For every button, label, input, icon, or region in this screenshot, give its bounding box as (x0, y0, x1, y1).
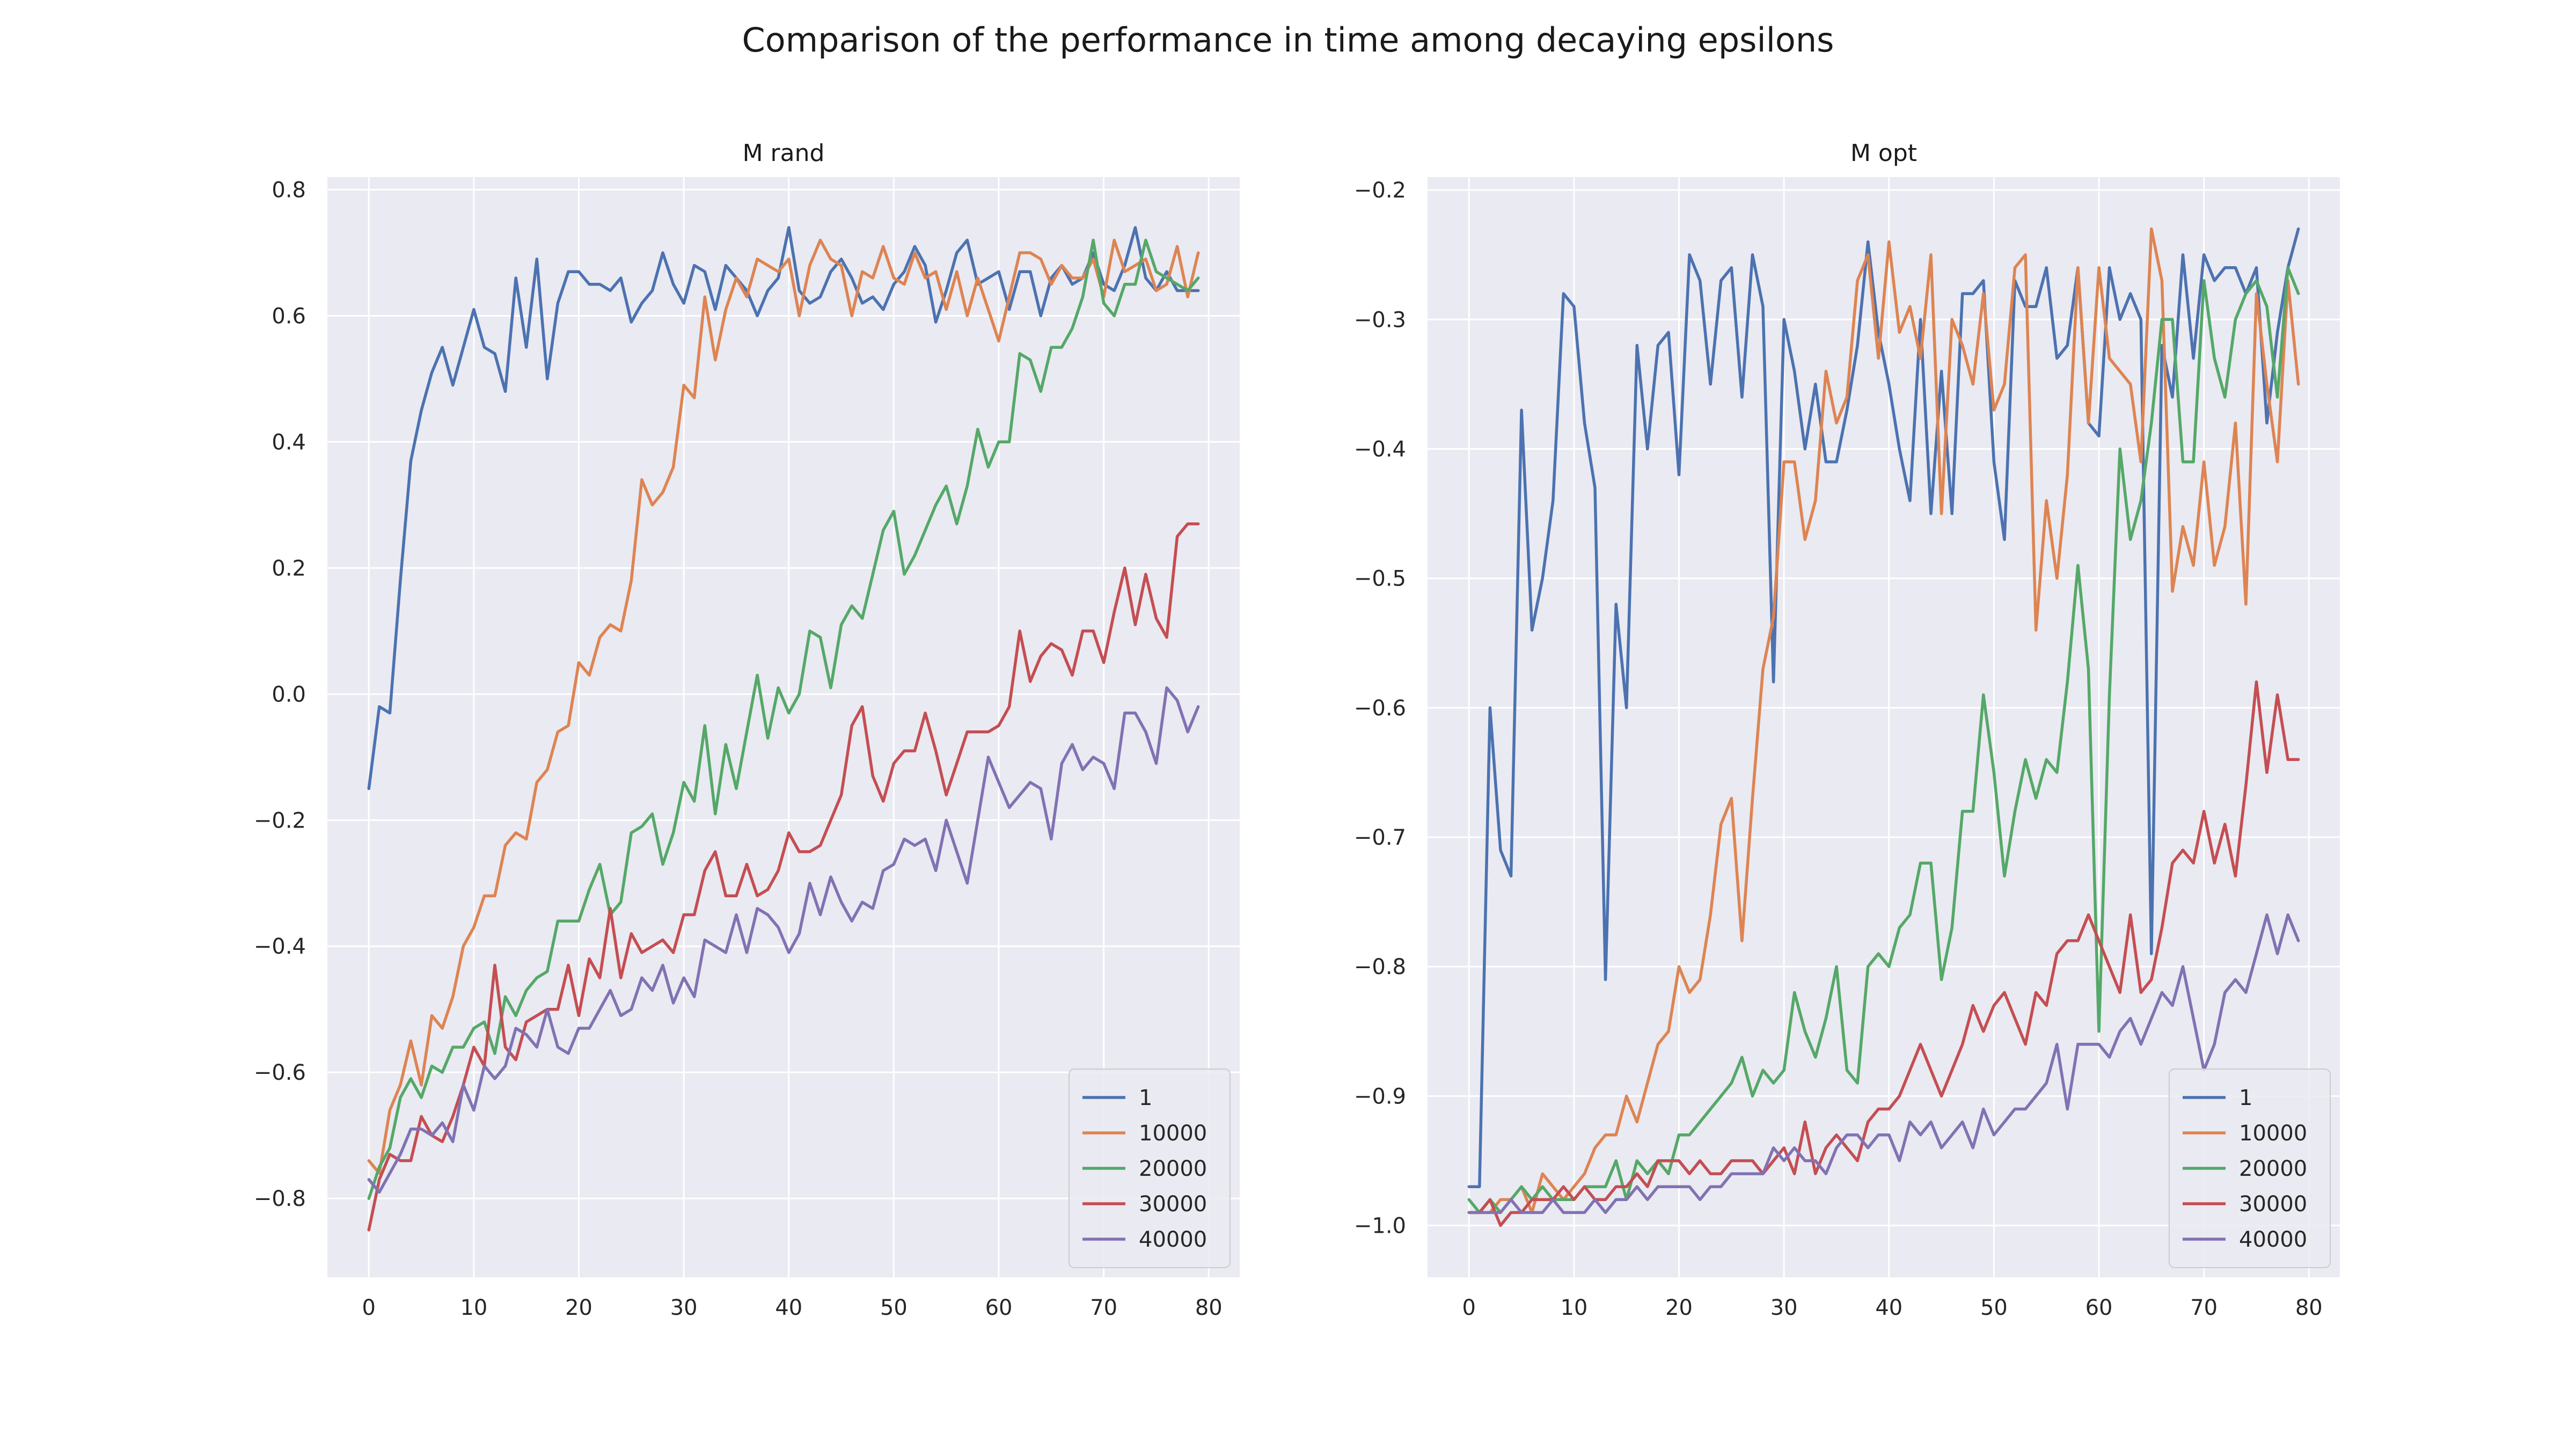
x-tick-label: 40 (775, 1296, 802, 1320)
series-line-10000 (1467, 227, 2300, 1214)
y-tick-label: −0.4 (1354, 437, 1406, 462)
y-tick-label: −0.9 (1354, 1084, 1406, 1109)
x-tick-label: 30 (670, 1296, 698, 1320)
legend-box (1069, 1069, 1231, 1268)
series-line-10000 (367, 238, 1200, 1175)
subplot-title: M opt (1850, 140, 1917, 167)
chart-m-opt: 0 10 20 30 40 50 60 70 80 −1.0 −0.9 −0.8 −0.7 −0.6 −0.… (1309, 129, 2447, 1363)
y-tick-label: −0.7 (1354, 825, 1406, 850)
series-line-20000 (367, 238, 1200, 1200)
x-tick-labels: 0 10 20 30 40 50 60 70 80 (1462, 1296, 2323, 1320)
series-line-30000 (1467, 680, 2300, 1227)
series-lines (1467, 227, 2300, 1227)
x-tick-label: 70 (2190, 1296, 2218, 1320)
x-tick-label: 10 (460, 1296, 487, 1320)
legend: 1 10000 20000 30000 40000 (2169, 1069, 2331, 1268)
x-tick-label: 60 (985, 1296, 1013, 1320)
chart-m-rand: 0 10 20 30 40 50 60 70 80 −0.8 −0.6 −0.4 −0.2 0.0 0.2 0… (209, 129, 1347, 1363)
y-tick-label: 0.0 (272, 682, 306, 707)
x-tick-label: 80 (1195, 1296, 1223, 1320)
y-tick-label: 0.2 (272, 556, 306, 581)
y-tick-labels: −1.0 −0.9 −0.8 −0.7 −0.6 −0.5 −0.4 −0.3 −0.2 (1354, 178, 1406, 1238)
y-tick-label: −0.4 (254, 934, 306, 959)
x-tick-label: 70 (1090, 1296, 1117, 1320)
legend-box (2169, 1069, 2331, 1268)
y-tick-labels: −0.8 −0.6 −0.4 −0.2 0.0 0.2 0.4 0.6 0.8 (254, 178, 306, 1211)
legend-label: 1 (1139, 1086, 1152, 1110)
legend-label: 1 (2239, 1086, 2252, 1110)
legend-label: 20000 (1139, 1157, 1207, 1181)
series-line-40000 (367, 686, 1200, 1194)
x-tick-label: 60 (2085, 1296, 2113, 1320)
y-tick-label: 0.4 (272, 430, 306, 455)
x-tick-label: 0 (362, 1296, 376, 1320)
y-tick-label: −0.2 (1354, 178, 1406, 203)
x-tick-label: 10 (1560, 1296, 1587, 1320)
legend-label: 30000 (1139, 1192, 1207, 1217)
legend-label: 10000 (1139, 1121, 1207, 1146)
y-tick-label: −0.8 (254, 1187, 306, 1211)
x-tick-label: 20 (565, 1296, 592, 1320)
y-tick-label: −0.6 (1354, 696, 1406, 721)
legend: 1 10000 20000 30000 40000 (1069, 1069, 1231, 1268)
series-line-20000 (1467, 266, 2300, 1214)
y-tick-label: 0.8 (272, 178, 306, 202)
series-line-1 (1467, 227, 2300, 1188)
chart-svg: 0 10 20 30 40 50 60 70 80 −1.0 −0.9 −0.8 −0.7 −0.6 −0.… (1354, 140, 2340, 1320)
y-tick-label: −0.8 (1354, 955, 1406, 979)
x-tick-label: 30 (1770, 1296, 1798, 1320)
y-tick-label: −0.3 (1354, 308, 1406, 332)
x-tick-label: 40 (1875, 1296, 1902, 1320)
legend-label: 30000 (2239, 1192, 2307, 1217)
y-tick-label: −0.6 (254, 1060, 306, 1085)
y-tick-label: −1.0 (1354, 1214, 1406, 1239)
y-tick-label: 0.6 (272, 304, 306, 328)
x-tick-labels: 0 10 20 30 40 50 60 70 80 (362, 1296, 1223, 1320)
y-tick-label: −0.5 (1354, 567, 1406, 591)
legend-label: 20000 (2239, 1157, 2307, 1181)
subplot-title: M rand (743, 140, 825, 167)
chart-svg: 0 10 20 30 40 50 60 70 80 −0.8 −0.6 −0.4 −0.2 0.0 0.2 0… (254, 140, 1240, 1320)
x-tick-label: 0 (1462, 1296, 1476, 1320)
x-tick-label: 80 (2295, 1296, 2323, 1320)
legend-label: 40000 (2239, 1227, 2307, 1252)
x-tick-label: 50 (1980, 1296, 2008, 1320)
legend-label: 40000 (1139, 1227, 1207, 1252)
x-tick-label: 50 (880, 1296, 908, 1320)
series-line-30000 (367, 522, 1200, 1232)
series-lines (367, 226, 1200, 1232)
series-line-40000 (1467, 913, 2300, 1214)
x-tick-label: 20 (1665, 1296, 1693, 1320)
y-tick-label: −0.2 (254, 808, 306, 833)
legend-label: 10000 (2239, 1121, 2307, 1146)
figure-title: Comparison of the performance in time am… (742, 20, 1834, 60)
